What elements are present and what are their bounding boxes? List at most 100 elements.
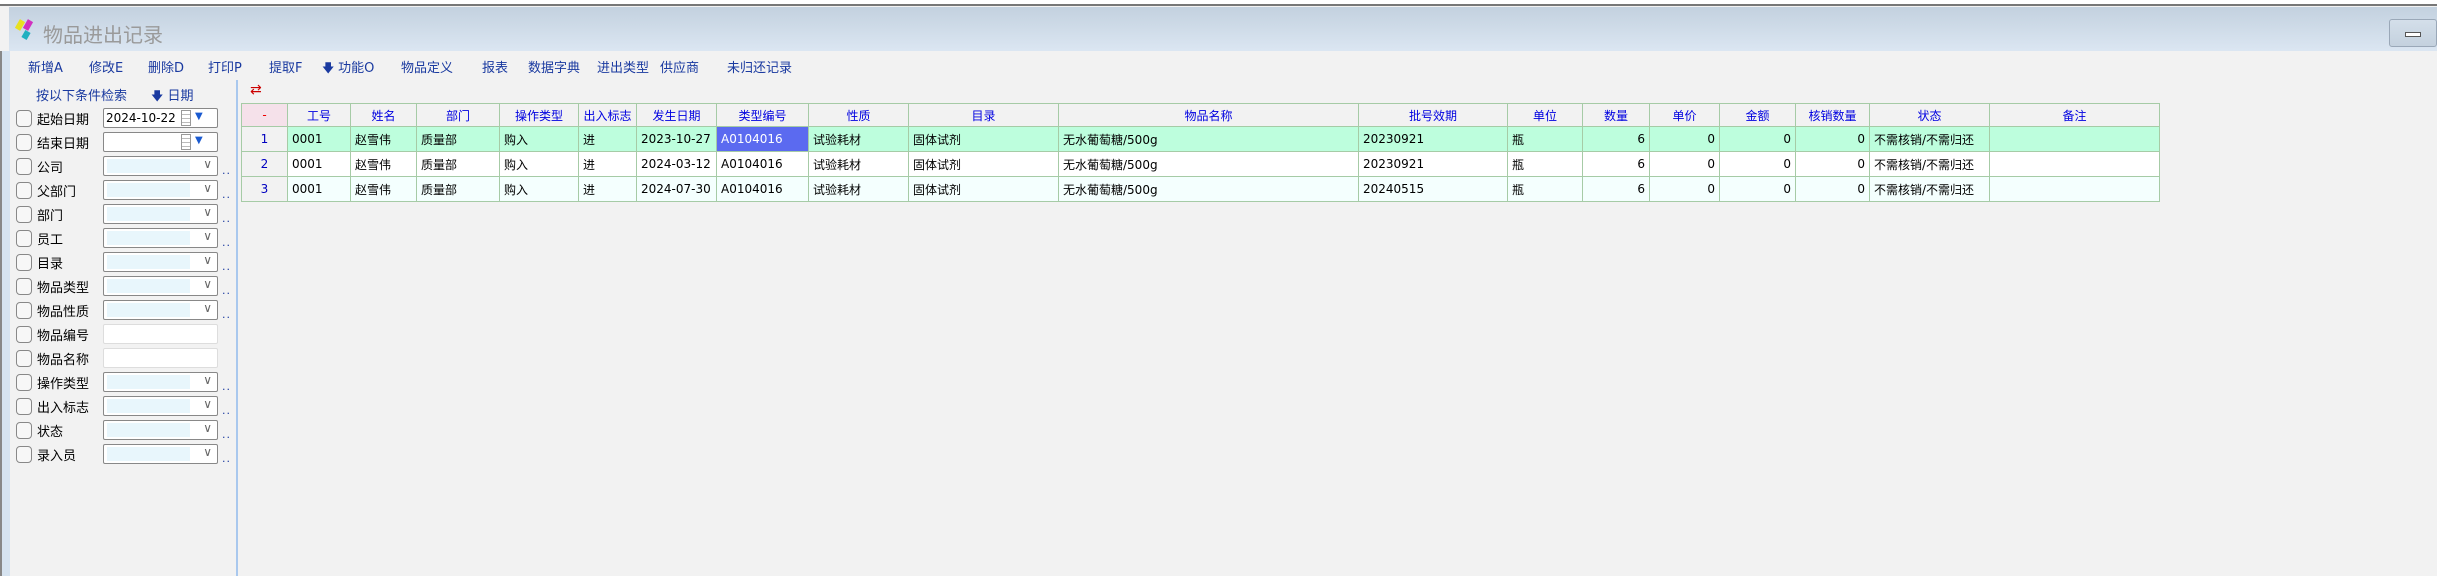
table-cell[interactable]: 购入: [499, 126, 579, 152]
filter-checkbox[interactable]: [16, 182, 32, 199]
more-options-button[interactable]: ..: [222, 308, 231, 321]
table-cell[interactable]: 0: [1649, 151, 1720, 177]
filter-checkbox[interactable]: [16, 350, 32, 367]
chevron-down-icon[interactable]: ∨: [203, 445, 212, 459]
minimize-button[interactable]: [2389, 19, 2437, 47]
filter-checkbox[interactable]: [16, 278, 32, 295]
combo-box[interactable]: ∨: [103, 180, 218, 200]
more-options-button[interactable]: ..: [222, 428, 231, 441]
filter-checkbox[interactable]: [16, 254, 32, 271]
toolbar-button-7[interactable]: 报表: [482, 61, 509, 76]
chevron-down-icon[interactable]: ∨: [203, 397, 212, 411]
filter-checkbox[interactable]: [16, 230, 32, 247]
filter-checkbox[interactable]: [16, 422, 32, 439]
toolbar-button-4[interactable]: 提取F: [269, 61, 303, 76]
toolbar-button-2[interactable]: 删除D: [148, 61, 185, 76]
table-cell[interactable]: 20230921: [1358, 126, 1508, 152]
search-by-conditions-button[interactable]: 按以下条件检索: [36, 89, 128, 104]
table-cell[interactable]: 2024-03-12: [636, 151, 717, 177]
column-header[interactable]: 发生日期: [636, 103, 717, 127]
toolbar-button-8[interactable]: 数据字典: [528, 61, 581, 76]
toolbar-button-5[interactable]: 🡇 功能O: [322, 61, 375, 76]
table-cell[interactable]: 不需核销/不需归还: [1869, 151, 1990, 177]
chevron-down-icon[interactable]: ∨: [203, 253, 212, 267]
column-header[interactable]: 数量: [1582, 103, 1650, 127]
table-cell[interactable]: [1989, 126, 2160, 152]
column-header[interactable]: 目录: [908, 103, 1059, 127]
table-cell[interactable]: 20240515: [1358, 176, 1508, 202]
table-row[interactable]: 2 0001 赵雪伟 质量部 购入进 2024-03-12 A0104016 试验耗材 固体试剂…: [241, 151, 2160, 177]
more-options-button[interactable]: ..: [222, 380, 231, 393]
table-cell[interactable]: 进: [578, 151, 637, 177]
table-cell[interactable]: 试验耗材: [808, 126, 909, 152]
row-number[interactable]: 2: [241, 151, 288, 177]
combo-box[interactable]: ∨: [103, 228, 218, 248]
table-cell[interactable]: 0: [1719, 126, 1796, 152]
table-cell[interactable]: 不需核销/不需归还: [1869, 126, 1990, 152]
table-cell[interactable]: 固体试剂: [908, 151, 1059, 177]
combo-box[interactable]: ∨: [103, 396, 218, 416]
combo-box[interactable]: ∨: [103, 300, 218, 320]
table-cell[interactable]: A0104016: [716, 151, 809, 177]
chevron-down-icon[interactable]: ∨: [203, 205, 212, 219]
combo-box[interactable]: ∨: [103, 156, 218, 176]
toolbar-button-0[interactable]: 新增A: [28, 61, 63, 76]
table-cell[interactable]: 2024-07-30: [636, 176, 717, 202]
table-cell[interactable]: 6: [1582, 176, 1650, 202]
row-number[interactable]: 1: [241, 126, 288, 152]
column-header[interactable]: 单位: [1507, 103, 1583, 127]
table-cell[interactable]: 购入: [499, 176, 579, 202]
combo-box[interactable]: ∨: [103, 276, 218, 296]
table-cell[interactable]: 0001: [287, 176, 351, 202]
filter-checkbox[interactable]: [16, 446, 32, 463]
filter-checkbox[interactable]: [16, 398, 32, 415]
table-cell[interactable]: 赵雪伟: [350, 126, 417, 152]
date-input[interactable]: 2024-10-22 ▼: [103, 108, 218, 128]
table-cell[interactable]: 瓶: [1507, 176, 1583, 202]
column-header[interactable]: 性质: [808, 103, 909, 127]
table-cell[interactable]: 赵雪伟: [350, 151, 417, 177]
more-options-button[interactable]: ..: [222, 164, 231, 177]
table-cell[interactable]: 瓶: [1507, 126, 1583, 152]
toolbar-button-6[interactable]: 物品定义: [401, 61, 454, 76]
table-cell[interactable]: 0001: [287, 151, 351, 177]
table-row[interactable]: 3 0001 赵雪伟 质量部 购入进 2024-07-30 A0104016 试验耗材 固体试剂…: [241, 176, 2160, 202]
combo-box[interactable]: ∨: [103, 252, 218, 272]
table-cell[interactable]: 试验耗材: [808, 176, 909, 202]
table-cell[interactable]: 进: [578, 126, 637, 152]
toolbar-button-11[interactable]: 未归还记录: [727, 61, 793, 76]
more-options-button[interactable]: ..: [222, 188, 231, 201]
table-row[interactable]: 1 0001 赵雪伟 质量部 购入进 2023-10-27 A0104016 试验耗材 固体试剂…: [241, 126, 2160, 152]
table-cell[interactable]: [1989, 176, 2160, 202]
column-header[interactable]: 姓名: [350, 103, 417, 127]
filter-checkbox[interactable]: [16, 302, 32, 319]
row-number[interactable]: 3: [241, 176, 288, 202]
more-options-button[interactable]: ..: [222, 236, 231, 249]
table-cell[interactable]: 2023-10-27: [636, 126, 717, 152]
table-cell[interactable]: [1989, 151, 2160, 177]
grid-corner[interactable]: -: [241, 103, 288, 127]
more-options-button[interactable]: ..: [222, 284, 231, 297]
column-header[interactable]: 类型编号: [716, 103, 809, 127]
chevron-down-icon[interactable]: ∨: [203, 181, 212, 195]
table-cell[interactable]: 无水葡萄糖/500g: [1058, 126, 1359, 152]
table-cell[interactable]: 无水葡萄糖/500g: [1058, 151, 1359, 177]
column-header[interactable]: 备注: [1989, 103, 2160, 127]
table-cell[interactable]: 瓶: [1507, 151, 1583, 177]
table-cell[interactable]: 赵雪伟: [350, 176, 417, 202]
chevron-down-icon[interactable]: ∨: [203, 157, 212, 171]
filter-checkbox[interactable]: [16, 206, 32, 223]
table-cell[interactable]: 6: [1582, 126, 1650, 152]
table-cell[interactable]: 不需核销/不需归还: [1869, 176, 1990, 202]
calendar-icon[interactable]: [181, 134, 191, 150]
column-header[interactable]: 状态: [1869, 103, 1990, 127]
more-options-button[interactable]: ..: [222, 404, 231, 417]
table-cell[interactable]: 无水葡萄糖/500g: [1058, 176, 1359, 202]
dropdown-arrow-icon[interactable]: ▼: [195, 135, 203, 146]
sort-by-date-button[interactable]: 🡇 日期: [151, 89, 194, 104]
filter-checkbox[interactable]: [16, 326, 32, 343]
more-options-button[interactable]: ..: [222, 212, 231, 225]
chevron-down-icon[interactable]: ∨: [203, 421, 212, 435]
table-cell[interactable]: 试验耗材: [808, 151, 909, 177]
swap-columns-icon[interactable]: ⇄: [250, 82, 262, 98]
